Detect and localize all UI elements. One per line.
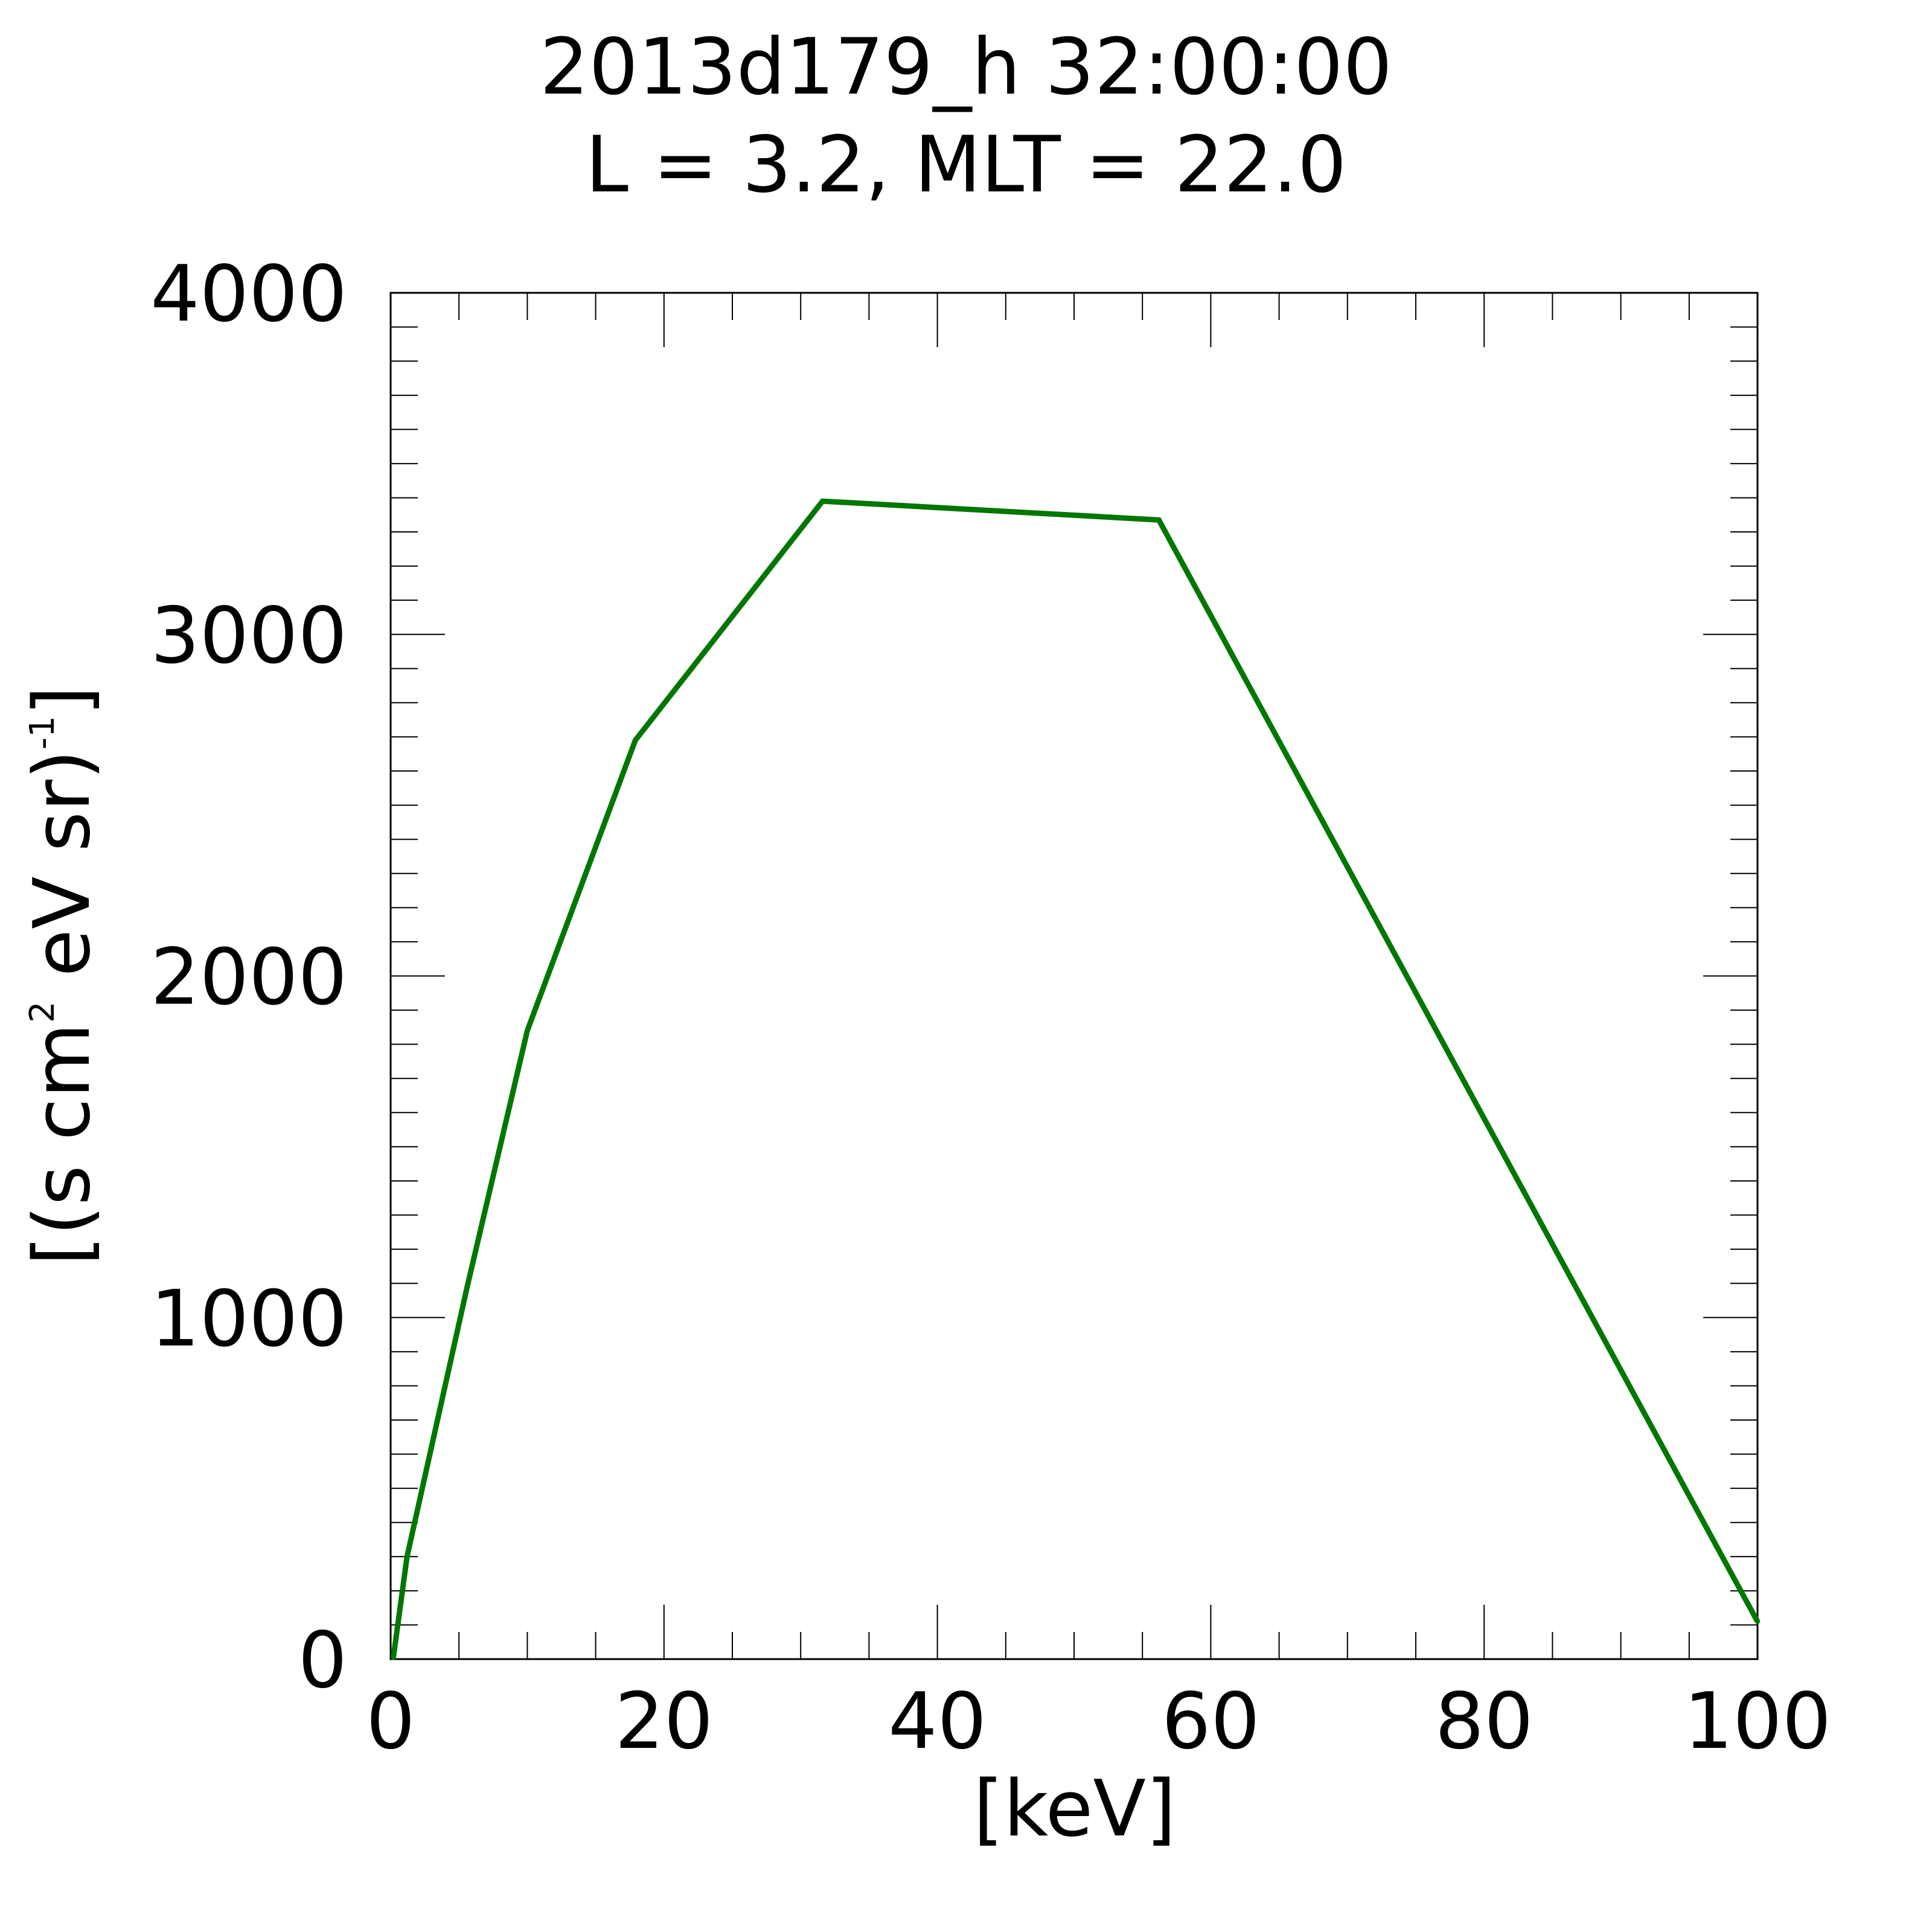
x-tick-label: 20 bbox=[615, 1677, 713, 1767]
plot-frame bbox=[389, 292, 1759, 1660]
chart-subtitle: L = 3.2, MLT = 22.0 bbox=[586, 120, 1347, 210]
series-point bbox=[391, 1655, 396, 1660]
x-tick-label: 60 bbox=[1162, 1677, 1260, 1767]
series-line bbox=[391, 498, 1760, 1658]
x-tick-label: 100 bbox=[1684, 1677, 1831, 1767]
minor-ticks bbox=[391, 293, 1758, 1659]
series-point bbox=[1755, 1619, 1760, 1624]
series-point bbox=[405, 1554, 410, 1559]
y-axis-label-part3: ] bbox=[18, 686, 107, 716]
y-tick-label: 3000 bbox=[150, 591, 347, 681]
x-axis-label: [keV] bbox=[973, 1764, 1176, 1854]
series-point bbox=[525, 1028, 530, 1033]
series-point bbox=[1156, 517, 1162, 523]
y-tick-label: 0 bbox=[298, 1616, 347, 1706]
y-tick-label: 1000 bbox=[150, 1274, 347, 1364]
series-point bbox=[464, 1284, 470, 1290]
y-axis-label-part1: [(s cm bbox=[18, 1023, 107, 1265]
x-tick-label: 0 bbox=[366, 1677, 415, 1767]
y-axis-label-part2: eV sr) bbox=[18, 749, 107, 1001]
x-tick-label: 80 bbox=[1435, 1677, 1534, 1767]
y-axis-label: [(s cm2 eV sr)-1] bbox=[18, 686, 107, 1266]
chart-title: 2013d179_h 32:00:00 bbox=[540, 22, 1392, 112]
y-tick-label: 4000 bbox=[150, 249, 347, 339]
y-axis-label-sup2: -1 bbox=[23, 716, 62, 750]
major-ticks bbox=[390, 292, 1758, 1660]
series-layer bbox=[391, 498, 1760, 1660]
y-axis-label-sup1: 2 bbox=[23, 1001, 62, 1023]
x-tick-label: 40 bbox=[888, 1677, 987, 1767]
series-point bbox=[820, 499, 825, 504]
series-point bbox=[633, 738, 638, 743]
y-tick-label: 2000 bbox=[150, 933, 347, 1023]
